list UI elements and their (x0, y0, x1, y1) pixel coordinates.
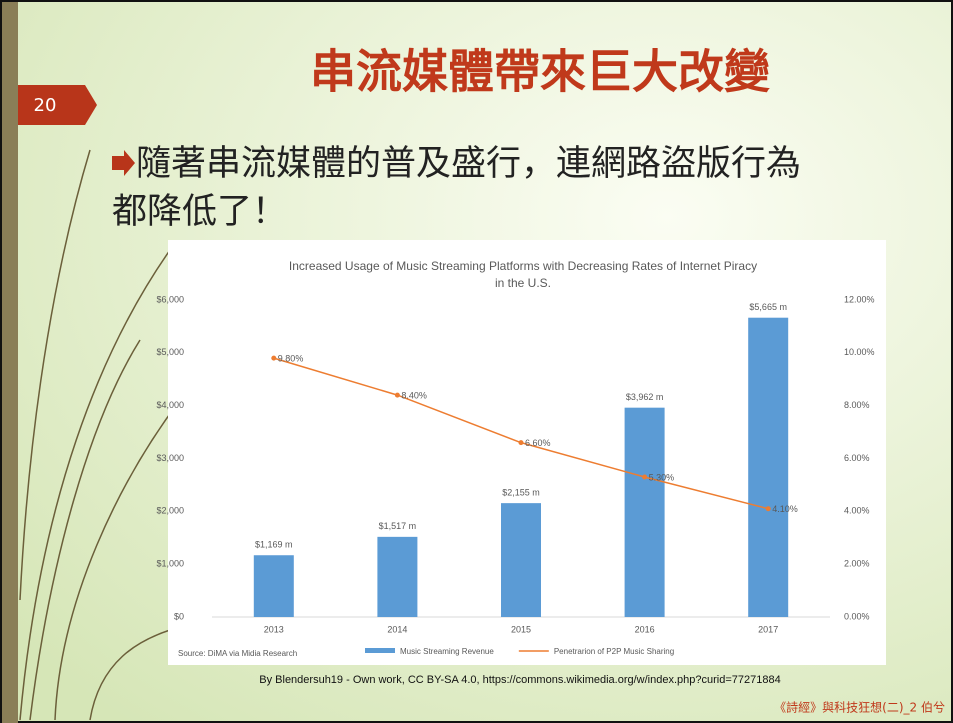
y2-tick-label: 10.00% (844, 347, 875, 357)
marker (766, 506, 771, 511)
y-tick-label: $3,000 (156, 453, 184, 463)
value-label: $3,962 m (626, 392, 664, 402)
value-label: 8.40% (401, 390, 427, 400)
x-tick-label: 2016 (635, 624, 655, 634)
y2-tick-label: 2.00% (844, 559, 870, 569)
credit: By Blendersuh19 - Own work, CC BY-SA 4.0… (259, 674, 780, 686)
marker (271, 356, 276, 361)
footer: 《詩經》與科技狂想(二)_2 伯兮 (774, 700, 945, 715)
slide: 20 串流媒體帶來巨大改變 隨著串流媒體的普及盛行，連網路盜版行為 都降低了！ … (0, 0, 953, 723)
value-label: $5,665 m (749, 302, 787, 312)
x-tick-label: 2017 (758, 624, 778, 634)
chart-title: Increased Usage of Music Streaming Platf… (289, 259, 757, 273)
marker (519, 440, 524, 445)
bar (748, 318, 788, 617)
value-label: 9.80% (278, 353, 304, 363)
y2-tick-label: 0.00% (844, 611, 870, 621)
value-label: $2,155 m (502, 488, 540, 498)
x-tick-label: 2014 (387, 624, 407, 634)
x-tick-label: 2015 (511, 624, 531, 634)
y-tick-label: $1,000 (156, 559, 184, 569)
legend-label: Penetrarion of P2P Music Sharing (554, 647, 674, 656)
bullet-text: 隨著串流媒體的普及盛行，連網路盜版行為 (136, 144, 801, 184)
legend-label: Music Streaming Revenue (400, 647, 494, 656)
legend-key (365, 648, 395, 653)
y-tick-label: $5,000 (156, 347, 184, 357)
chart-title: in the U.S. (495, 276, 551, 290)
value-label: 4.10% (772, 504, 798, 514)
bar (377, 537, 417, 617)
value-label: 6.60% (525, 438, 551, 448)
bar (254, 555, 294, 617)
source: Source: DiMA via Midia Research (178, 649, 297, 658)
value-label: $1,517 m (379, 521, 417, 531)
bar (501, 503, 541, 617)
y2-tick-label: 6.00% (844, 453, 870, 463)
x-tick-label: 2013 (264, 624, 284, 634)
y2-tick-label: 12.00% (844, 294, 875, 304)
slide-number-badge (18, 85, 97, 125)
value-label: $1,169 m (255, 540, 293, 550)
value-label: 5.30% (649, 472, 675, 482)
slide-title: 串流媒體帶來巨大改變 (310, 45, 770, 99)
bar (625, 408, 665, 617)
slide-number: 20 (34, 95, 57, 116)
y-tick-label: $4,000 (156, 400, 184, 410)
marker (395, 393, 400, 398)
y2-tick-label: 4.00% (844, 506, 870, 516)
marker (642, 474, 647, 479)
y-tick-label: $2,000 (156, 506, 184, 516)
bullet-text: 都降低了！ (112, 192, 287, 232)
y-tick-label: $6,000 (156, 294, 184, 304)
y2-tick-label: 8.00% (844, 400, 870, 410)
side-bar (2, 2, 18, 723)
y-tick-label: $0 (174, 611, 184, 621)
